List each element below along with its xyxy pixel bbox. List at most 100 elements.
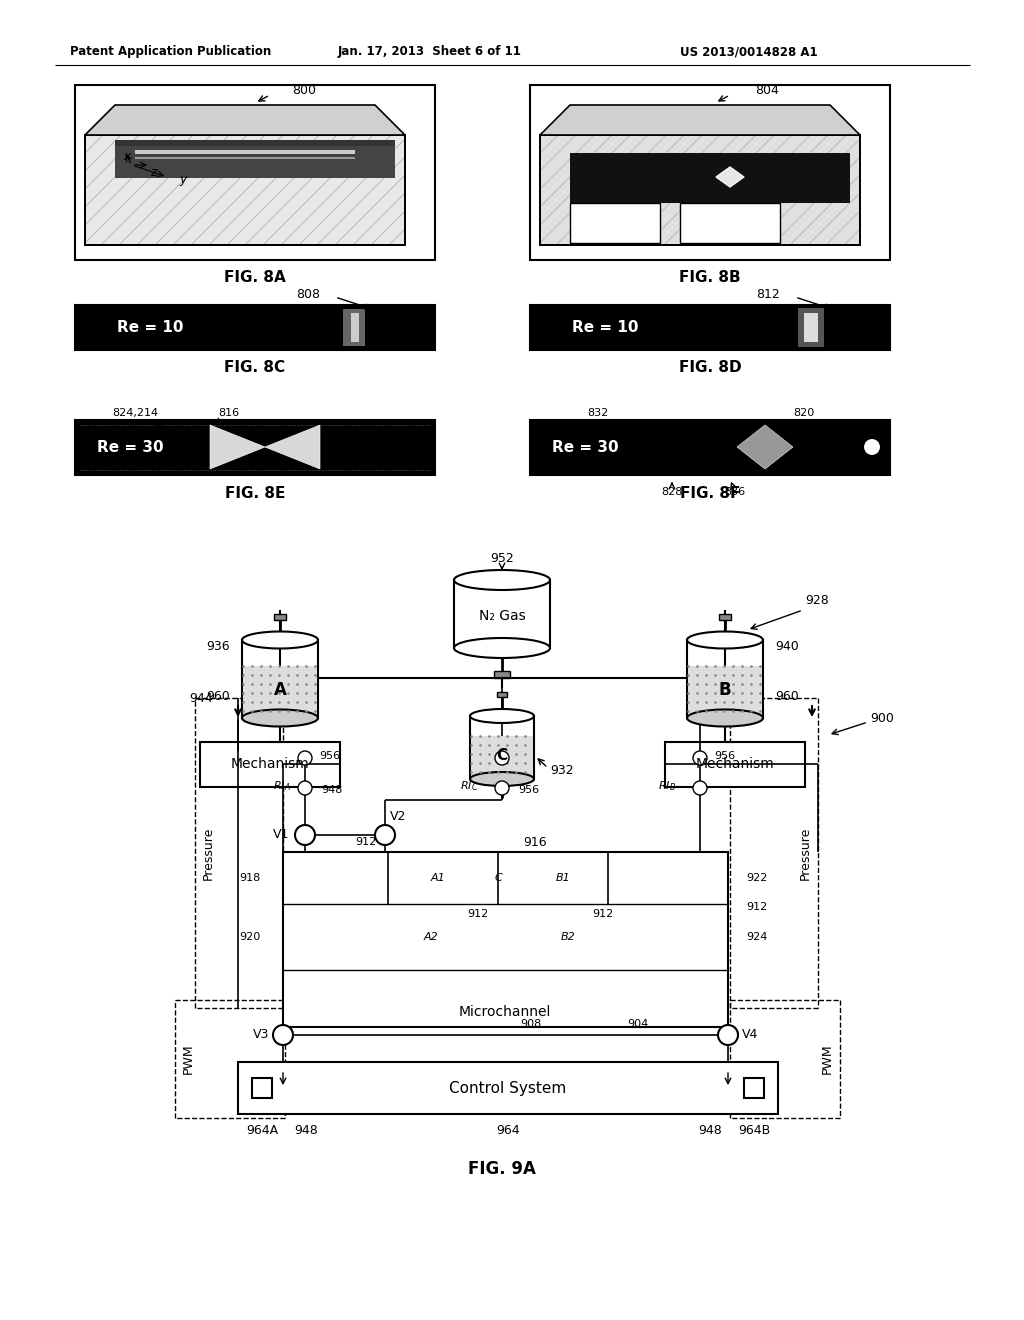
Text: 820: 820 bbox=[793, 408, 814, 418]
Text: B1: B1 bbox=[556, 873, 570, 883]
Bar bbox=[343, 309, 365, 346]
Polygon shape bbox=[540, 106, 860, 135]
Text: V4: V4 bbox=[742, 1028, 759, 1041]
Bar bbox=[804, 313, 818, 342]
Bar bbox=[570, 153, 850, 203]
Text: 952: 952 bbox=[490, 552, 514, 565]
Bar bbox=[530, 420, 890, 475]
Text: 956: 956 bbox=[714, 751, 735, 762]
Circle shape bbox=[375, 825, 395, 845]
Text: Control System: Control System bbox=[450, 1081, 566, 1096]
Bar bbox=[75, 305, 435, 350]
Circle shape bbox=[693, 781, 707, 795]
Polygon shape bbox=[85, 106, 406, 135]
Bar bbox=[85, 135, 406, 246]
Polygon shape bbox=[265, 425, 319, 469]
Circle shape bbox=[298, 751, 312, 766]
Text: x: x bbox=[123, 150, 131, 164]
Bar bbox=[351, 313, 359, 342]
Ellipse shape bbox=[454, 638, 550, 657]
Text: z: z bbox=[150, 165, 157, 178]
Circle shape bbox=[863, 438, 881, 455]
Bar bbox=[540, 135, 860, 246]
Text: Pressure: Pressure bbox=[202, 826, 214, 879]
Text: Jan. 17, 2013  Sheet 6 of 11: Jan. 17, 2013 Sheet 6 of 11 bbox=[338, 45, 522, 58]
Bar bbox=[252, 1078, 272, 1098]
Text: FIG. 9A: FIG. 9A bbox=[468, 1160, 536, 1177]
Text: Microchannel: Microchannel bbox=[459, 1005, 551, 1019]
Circle shape bbox=[495, 781, 509, 795]
Text: N₂ Gas: N₂ Gas bbox=[478, 609, 525, 623]
Text: Pressure: Pressure bbox=[799, 826, 811, 879]
Text: 916: 916 bbox=[523, 836, 547, 849]
Text: FIG. 8B: FIG. 8B bbox=[679, 271, 740, 285]
Text: FIG. 8D: FIG. 8D bbox=[679, 360, 741, 375]
Bar bbox=[115, 147, 395, 178]
Bar bbox=[687, 640, 763, 718]
Text: 936: 936 bbox=[207, 639, 230, 652]
Bar bbox=[530, 84, 890, 260]
Text: Mechanism: Mechanism bbox=[695, 756, 774, 771]
Text: Re = 10: Re = 10 bbox=[571, 319, 638, 335]
Text: 836: 836 bbox=[724, 487, 745, 498]
Bar bbox=[274, 614, 286, 620]
Text: Re = 10: Re = 10 bbox=[117, 319, 183, 335]
Bar bbox=[85, 135, 406, 246]
Text: PWM: PWM bbox=[181, 1044, 195, 1074]
Text: 808: 808 bbox=[296, 288, 319, 301]
Text: FIG. 8A: FIG. 8A bbox=[224, 271, 286, 285]
Text: 964: 964 bbox=[497, 1123, 520, 1137]
Text: $RI_C$: $RI_C$ bbox=[460, 779, 478, 793]
Bar bbox=[283, 851, 728, 1027]
Bar bbox=[470, 715, 534, 779]
Text: 900: 900 bbox=[870, 711, 894, 725]
Text: 832: 832 bbox=[588, 408, 608, 418]
Text: 908: 908 bbox=[520, 1019, 542, 1030]
Text: FIG. 8F: FIG. 8F bbox=[680, 486, 740, 500]
Ellipse shape bbox=[470, 709, 534, 723]
Circle shape bbox=[273, 1026, 293, 1045]
Circle shape bbox=[295, 825, 315, 845]
Polygon shape bbox=[210, 425, 265, 469]
Text: 918: 918 bbox=[240, 873, 261, 883]
Text: 828: 828 bbox=[662, 487, 683, 498]
Ellipse shape bbox=[454, 570, 550, 590]
Text: Mechanism: Mechanism bbox=[230, 756, 309, 771]
Bar bbox=[200, 742, 340, 787]
Text: 956: 956 bbox=[518, 785, 539, 795]
Text: V3: V3 bbox=[253, 1028, 269, 1041]
Text: 920: 920 bbox=[240, 932, 261, 942]
Text: 956: 956 bbox=[319, 751, 340, 762]
Circle shape bbox=[298, 781, 312, 795]
Text: $RI_B$: $RI_B$ bbox=[658, 779, 676, 793]
Text: FIG. 8C: FIG. 8C bbox=[224, 360, 286, 375]
Text: 824,214: 824,214 bbox=[112, 408, 158, 418]
Text: FIG. 8E: FIG. 8E bbox=[225, 486, 286, 500]
Bar bbox=[540, 135, 860, 246]
Text: A: A bbox=[273, 681, 287, 700]
Text: 932: 932 bbox=[550, 763, 573, 776]
Text: C: C bbox=[497, 748, 508, 763]
Polygon shape bbox=[680, 203, 780, 243]
Text: 928: 928 bbox=[805, 594, 828, 606]
Text: 922: 922 bbox=[746, 873, 767, 883]
Ellipse shape bbox=[242, 710, 318, 726]
Text: B2: B2 bbox=[560, 932, 575, 942]
Bar bbox=[719, 614, 731, 620]
Bar bbox=[530, 305, 890, 350]
Circle shape bbox=[718, 1026, 738, 1045]
Text: B: B bbox=[719, 681, 731, 700]
Text: 912: 912 bbox=[746, 902, 767, 912]
Bar bbox=[243, 667, 317, 718]
Text: 960: 960 bbox=[775, 689, 799, 702]
Text: V1: V1 bbox=[272, 829, 289, 842]
Ellipse shape bbox=[470, 772, 534, 785]
Ellipse shape bbox=[687, 631, 763, 648]
Circle shape bbox=[693, 751, 707, 766]
Bar bbox=[75, 420, 435, 475]
Text: A1: A1 bbox=[431, 873, 445, 883]
Text: $RI_A$: $RI_A$ bbox=[273, 779, 291, 793]
Text: 964B: 964B bbox=[738, 1123, 770, 1137]
Text: 800: 800 bbox=[292, 84, 316, 98]
Ellipse shape bbox=[242, 631, 318, 648]
